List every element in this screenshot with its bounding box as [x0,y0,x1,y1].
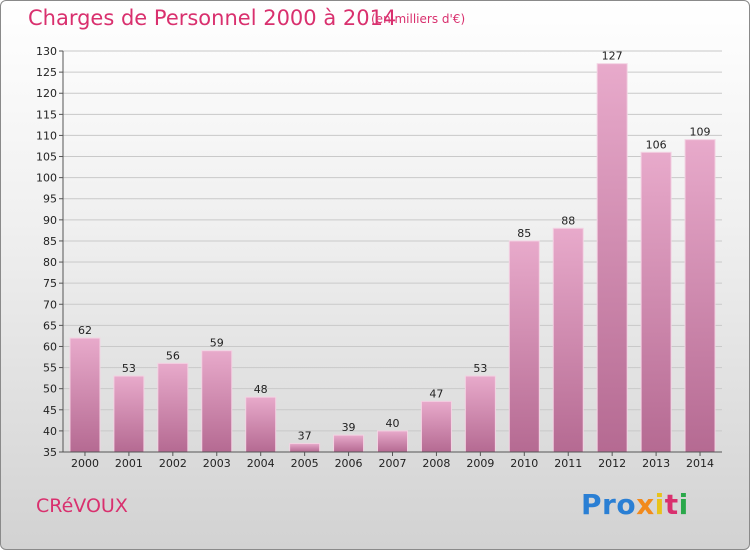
y-tick-label: 125 [36,66,57,79]
x-tick-label: 2003 [203,457,231,470]
bar-value-label: 40 [386,417,400,430]
proxiti-logo[interactable]: Proxiti [581,488,689,521]
bar [69,337,101,453]
x-tick-label: 2011 [554,457,582,470]
y-tick-label: 50 [43,383,57,396]
town-name: CRéVOUX [36,495,128,517]
y-tick-label: 85 [43,235,57,248]
x-tick-label: 2013 [642,457,670,470]
y-tick-label: 115 [36,108,57,121]
x-tick-label: 2007 [379,457,407,470]
y-tick-label: 110 [36,129,57,142]
bar [420,400,452,453]
y-tick-label: 80 [43,256,57,269]
x-tick-label: 2009 [466,457,494,470]
y-tick-label: 70 [43,298,57,311]
bar [377,430,408,453]
bar-value-label: 106 [646,138,667,151]
y-tick-label: 35 [43,446,57,459]
bar [464,375,496,453]
bar-value-label: 56 [166,349,180,362]
bar [552,227,584,453]
bars: 62 53 56 59 48 37 39 40 47 53 85 88 127 106 109 [69,50,716,453]
bar-value-label: 59 [210,337,224,350]
chart-subtitle: (en milliers d'€) [371,12,466,26]
x-tick-label: 2012 [598,457,626,470]
y-tick-label: 130 [36,45,57,58]
x-tick-label: 2000 [71,457,99,470]
bar [333,434,365,453]
bar-value-label: 85 [517,227,531,240]
bar [201,350,233,453]
bar-value-label: 127 [602,50,623,63]
logo-part: i [654,488,665,521]
bar [245,396,277,453]
bar [289,443,321,453]
axes: 35 40 45 50 55 60 65 70 75 80 85 90 95 100 105 110 115 12… [36,45,722,470]
bar [640,151,672,453]
x-tick-label: 2014 [686,457,714,470]
bar [157,362,189,453]
x-tick-label: 2004 [247,457,275,470]
y-tick-label: 105 [36,151,57,164]
y-tick-label: 65 [43,319,57,332]
bar-value-label: 62 [78,324,92,337]
y-tick-label: 95 [43,193,57,206]
bar-value-label: 47 [429,387,443,400]
bar [508,240,540,453]
y-tick-label: 60 [43,340,57,353]
logo-part: x [636,488,655,521]
y-tick-label: 55 [43,362,57,375]
bar [113,375,145,453]
x-tick-label: 2005 [291,457,319,470]
y-tick-label: 100 [36,172,57,185]
bar-value-label: 53 [473,362,487,375]
bar-value-label: 39 [342,421,356,434]
x-tick-label: 2001 [115,457,143,470]
bar-value-label: 48 [254,383,268,396]
y-tick-label: 45 [43,404,57,417]
bar-value-label: 88 [561,214,575,227]
logo-part: Pro [581,488,637,521]
y-tick-label: 90 [43,214,57,227]
chart-title: Charges de Personnel 2000 à 2014 [28,6,397,30]
logo-part: i [678,488,689,521]
bar-value-label: 37 [298,430,312,443]
bar [596,63,628,453]
bar-value-label: 109 [690,126,711,139]
bar [684,139,716,453]
x-tick-label: 2008 [422,457,450,470]
y-tick-label: 40 [43,425,57,438]
logo-part: t [664,488,679,521]
y-tick-label: 75 [43,277,57,290]
y-tick-label: 120 [36,87,57,100]
x-tick-label: 2010 [510,457,538,470]
x-tick-label: 2006 [335,457,363,470]
bar-value-label: 53 [122,362,136,375]
x-tick-label: 2002 [159,457,187,470]
